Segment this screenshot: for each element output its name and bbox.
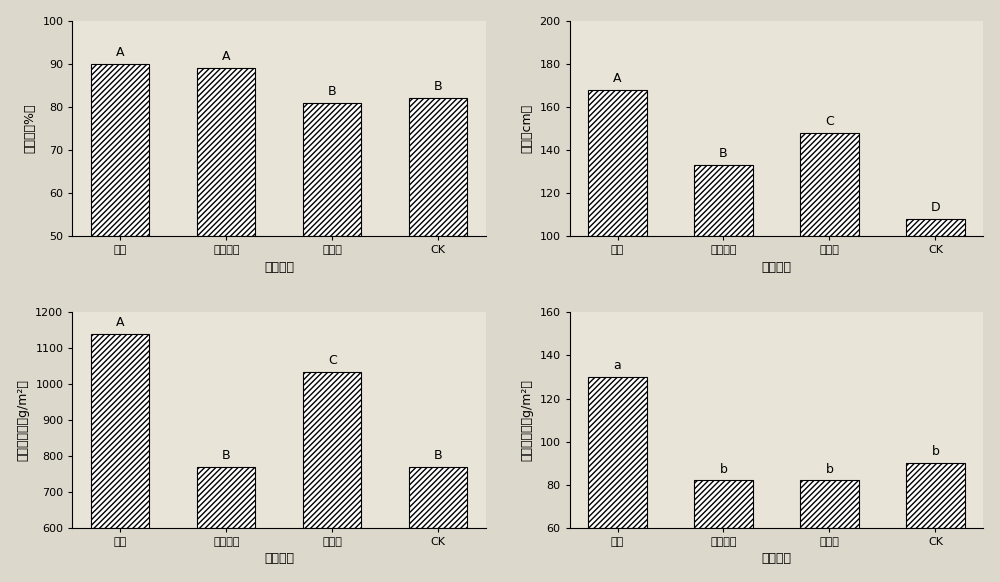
Y-axis label: 高度（cm）: 高度（cm） [521, 104, 534, 153]
Text: C: C [825, 115, 834, 128]
Bar [409, 98, 467, 236]
X-axis label: 肘料类型: 肘料类型 [761, 261, 791, 274]
Bar [197, 467, 255, 528]
Text: A: A [222, 50, 231, 63]
Bar [588, 90, 647, 236]
Y-axis label: 地上生物量（g/m²）: 地上生物量（g/m²） [17, 379, 30, 461]
Text: a: a [614, 359, 621, 372]
Bar [800, 480, 859, 528]
Text: B: B [719, 147, 728, 160]
Text: C: C [328, 354, 337, 367]
X-axis label: 肘料类型: 肘料类型 [264, 261, 294, 274]
Text: A: A [116, 46, 125, 59]
Text: b: b [720, 463, 727, 475]
Bar [303, 371, 361, 528]
Bar [409, 467, 467, 528]
Bar [800, 133, 859, 236]
Bar [588, 377, 647, 528]
Text: A: A [116, 316, 125, 329]
Text: B: B [328, 85, 337, 98]
Bar [694, 480, 753, 528]
X-axis label: 肘料类型: 肘料类型 [761, 552, 791, 565]
Bar [303, 102, 361, 236]
Text: B: B [434, 449, 443, 462]
Bar [197, 68, 255, 236]
Text: A: A [613, 72, 622, 85]
Text: D: D [931, 201, 940, 214]
Bar [91, 64, 149, 236]
Text: B: B [222, 449, 231, 462]
Text: B: B [434, 80, 443, 94]
X-axis label: 肘料类型: 肘料类型 [264, 552, 294, 565]
Bar [694, 165, 753, 236]
Y-axis label: 成活率（%）: 成活率（%） [24, 104, 37, 153]
Bar [906, 219, 965, 236]
Y-axis label: 根系生物量（g/m²）: 根系生物量（g/m²） [521, 379, 534, 461]
Bar [91, 334, 149, 528]
Bar [906, 463, 965, 528]
Text: b: b [931, 445, 939, 459]
Text: b: b [825, 463, 833, 475]
